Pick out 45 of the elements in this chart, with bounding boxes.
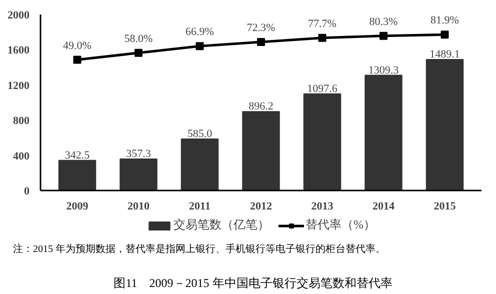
bar bbox=[426, 58, 464, 190]
y-tick-label: 800 bbox=[13, 115, 30, 128]
data-label: 896.2 bbox=[248, 100, 274, 113]
point bbox=[257, 38, 265, 46]
bar bbox=[58, 160, 96, 190]
y-tick-label: 0 bbox=[24, 186, 30, 198]
legend-label: 交易笔数（亿笔） bbox=[174, 216, 270, 234]
y-tick-label: 2000 bbox=[8, 10, 30, 22]
bar bbox=[364, 74, 402, 190]
point bbox=[318, 34, 326, 42]
x-tick-label: 2013 bbox=[311, 200, 334, 212]
data-label: 1309.3 bbox=[368, 64, 400, 76]
point bbox=[134, 48, 142, 57]
y-tick-label: 400 bbox=[13, 150, 30, 162]
y-tick-label: 1600 bbox=[8, 44, 30, 57]
text: 图11 2009－2015 年中国电子银行交易笔数和替代率 bbox=[114, 275, 392, 292]
text: 注：2015 年为预期数据，替代率是指网上银行、手机银行等电子银行的柜台替代率。 bbox=[13, 243, 386, 257]
x-tick-label: 2012 bbox=[250, 200, 272, 212]
data-label: 77.7% bbox=[308, 18, 336, 30]
bar bbox=[180, 138, 219, 190]
data-label: 1489.1 bbox=[430, 48, 460, 60]
x-tick-label: 2010 bbox=[128, 200, 150, 212]
data-label: 49.0% bbox=[63, 40, 92, 52]
data-label: 80.3% bbox=[369, 16, 398, 28]
bar bbox=[303, 93, 342, 190]
x-tick-label: 2011 bbox=[189, 200, 210, 212]
point bbox=[440, 30, 449, 39]
data-label: 357.3 bbox=[126, 148, 152, 160]
data-label: 58.0% bbox=[124, 32, 153, 45]
x-tick-label: 2014 bbox=[372, 200, 395, 212]
bar bbox=[242, 111, 280, 190]
point bbox=[73, 56, 82, 64]
data-label: 342.5 bbox=[64, 149, 90, 162]
data-label: 81.9% bbox=[430, 14, 459, 27]
data-label: 585.0 bbox=[187, 128, 213, 140]
data-label: 72.3% bbox=[246, 22, 276, 34]
legend-label: 替代率（%） bbox=[306, 216, 376, 234]
point bbox=[196, 42, 204, 50]
y-tick-label: 1200 bbox=[8, 80, 30, 92]
bar bbox=[120, 158, 158, 190]
x-tick-label: 2015 bbox=[434, 200, 456, 212]
data-label: 66.9% bbox=[186, 26, 214, 38]
point bbox=[380, 32, 388, 40]
x-tick-label: 2009 bbox=[66, 200, 89, 212]
data-label: 1097.6 bbox=[307, 82, 338, 95]
